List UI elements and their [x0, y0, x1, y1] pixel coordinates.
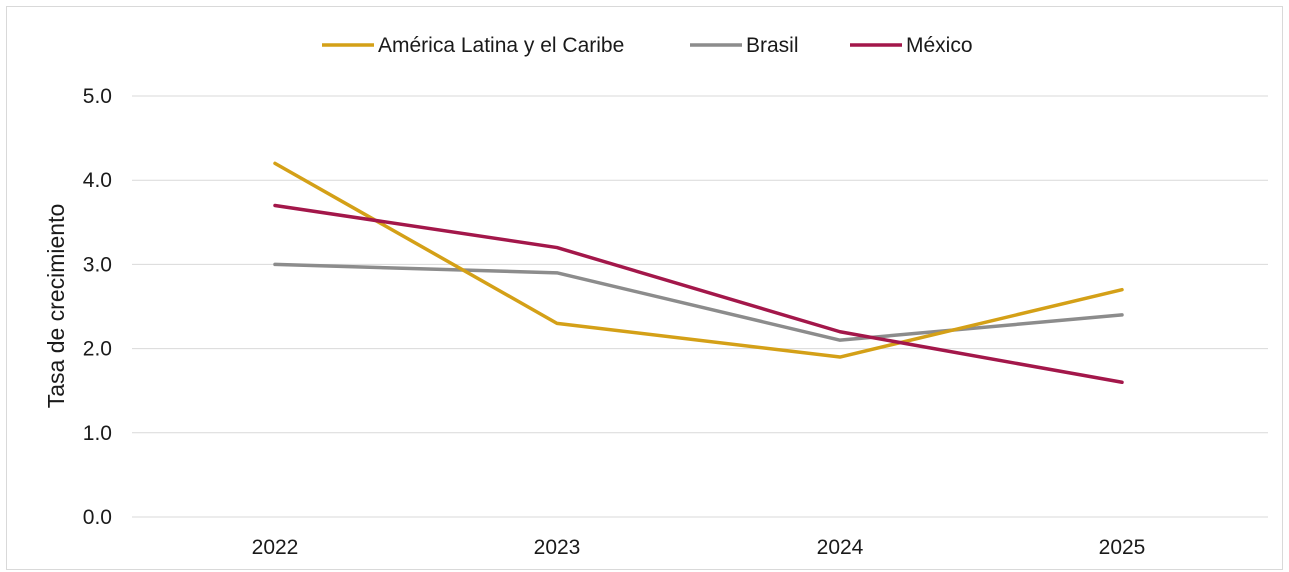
y-tick-label: 0.0	[83, 506, 112, 529]
series-line	[273, 161, 1124, 359]
x-tick-label: 2024	[817, 536, 864, 559]
y-tick-label: 2.0	[83, 338, 112, 361]
series-line	[273, 262, 1124, 342]
x-tick-label: 2025	[1099, 536, 1146, 559]
y-tick-label: 4.0	[83, 169, 112, 192]
legend-label: México	[906, 34, 973, 57]
x-tick-label: 2023	[534, 536, 581, 559]
legend-label: Brasil	[746, 34, 799, 57]
chart-frame	[6, 6, 1283, 570]
series-line	[273, 203, 1124, 385]
series-lines	[273, 161, 1124, 385]
legend-label: América Latina y el Caribe	[378, 34, 624, 57]
gridlines	[132, 95, 1268, 518]
y-tick-label: 5.0	[83, 85, 112, 108]
x-axis-tick-labels: 2022 2023 2024 2025	[252, 536, 1146, 559]
y-axis-tick-labels: 0.0 1.0 2.0 3.0 4.0 5.0	[83, 85, 112, 529]
y-tick-label: 3.0	[83, 253, 112, 276]
x-tick-label: 2022	[252, 536, 299, 559]
y-axis-title: Tasa de crecimiento	[43, 204, 69, 409]
legend: América Latina y el Caribe Brasil México	[322, 34, 973, 57]
y-tick-label: 1.0	[83, 422, 112, 445]
